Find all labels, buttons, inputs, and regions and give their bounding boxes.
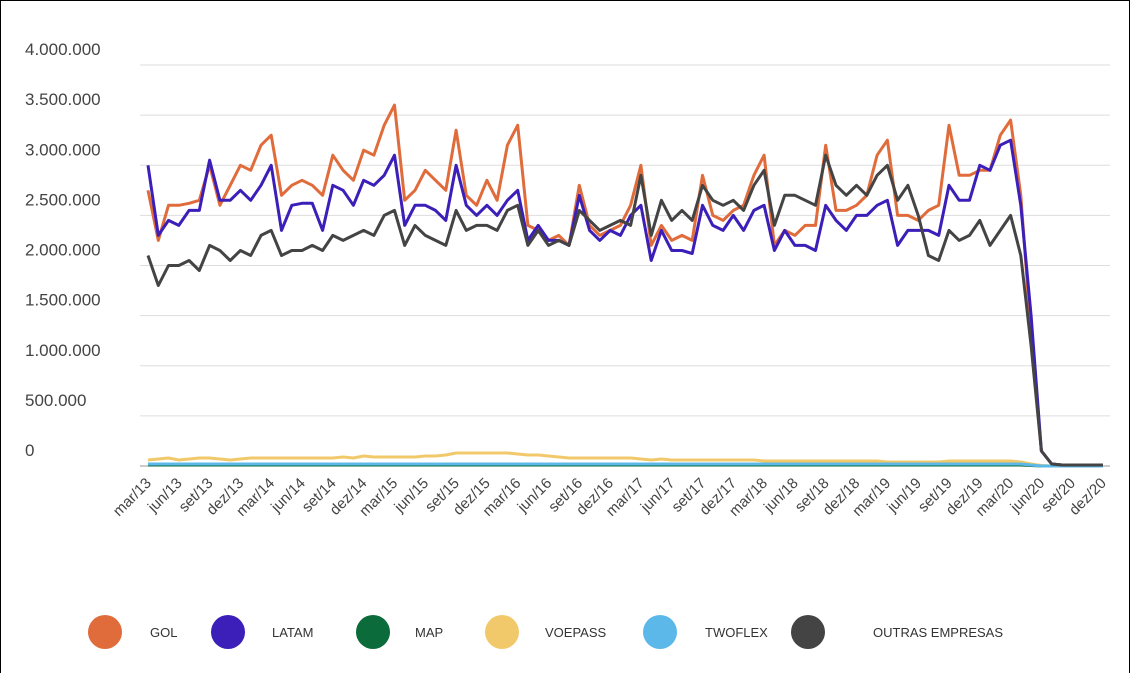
legend-label: GOL: [150, 625, 177, 640]
legend-label: OUTRAS EMPRESAS: [873, 625, 1003, 640]
series-line: [147, 451, 1103, 468]
series-line: [146, 138, 1103, 467]
y-tick-label: 1.500.000: [25, 291, 101, 310]
series-line: [146, 103, 1103, 467]
legend-swatch: [643, 615, 677, 649]
legend-swatch: [356, 615, 390, 649]
y-tick-label: 1.000.000: [25, 341, 101, 360]
legend-swatch: [211, 615, 245, 649]
legend-label: LATAM: [272, 625, 313, 640]
y-tick-label: 2.500.000: [25, 190, 101, 209]
legend-swatch: [791, 615, 825, 649]
y-tick-label: 3.500.000: [25, 90, 101, 109]
legend-label: TWOFLEX: [705, 625, 768, 640]
y-tick-label: 500.000: [25, 391, 86, 410]
y-tick-label: 2.000.000: [25, 241, 101, 260]
y-tick-label: 3.000.000: [25, 140, 101, 159]
series-line: [146, 153, 1103, 467]
legend-label: MAP: [415, 625, 443, 640]
y-tick-label: 4.000.000: [25, 40, 101, 59]
legend-swatch: [485, 615, 519, 649]
series-line: [148, 462, 1103, 468]
legend-swatch: [88, 615, 122, 649]
y-tick-label: 0: [25, 441, 34, 460]
legend-label: VOEPASS: [545, 625, 607, 640]
